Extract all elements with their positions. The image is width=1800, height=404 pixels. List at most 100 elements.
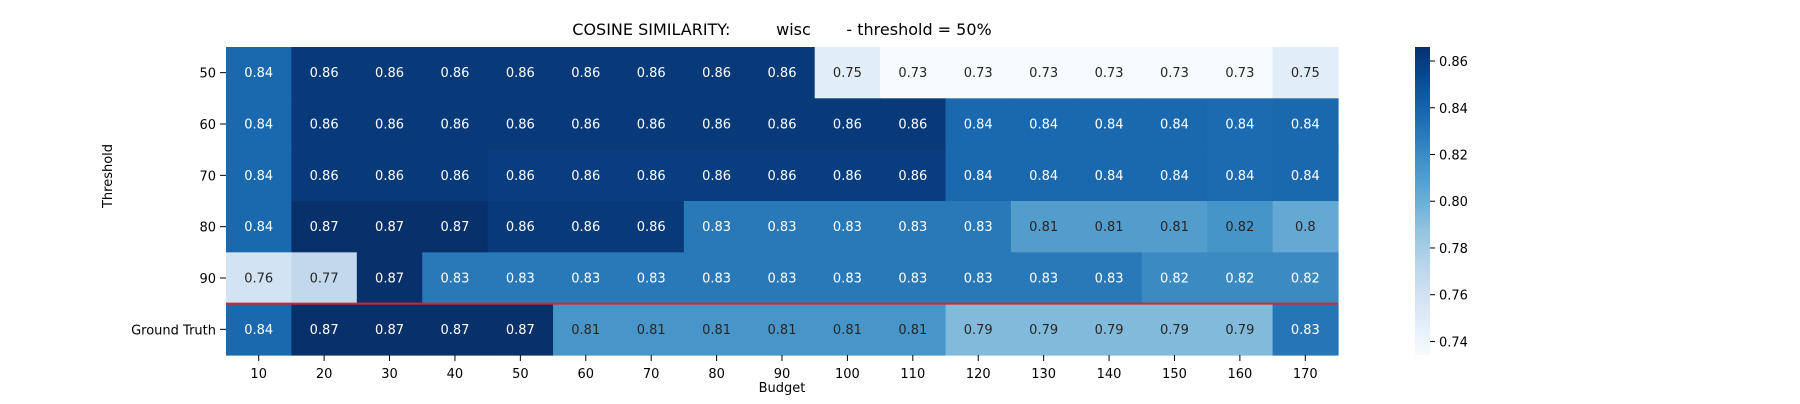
colorbar-tick-label: 0.74	[1439, 335, 1468, 350]
heatmap-cell	[422, 201, 489, 253]
heatmap-cell	[1010, 98, 1077, 151]
cell-value-label: 0.87	[440, 323, 469, 338]
cell-value-label: 0.86	[768, 118, 797, 133]
heatmap-cell	[749, 303, 816, 356]
x-tick-label: 90	[774, 367, 791, 382]
cell-value-label: 0.84	[1029, 118, 1058, 133]
cell-value-label: 0.87	[440, 220, 469, 235]
cell-value-label: 0.84	[244, 66, 273, 81]
heatmap-cell	[1272, 201, 1339, 253]
heatmap-cell	[880, 47, 947, 99]
cell-value-label: 0.81	[1160, 220, 1189, 235]
x-tick-label: 80	[708, 367, 725, 382]
heatmap-cell	[880, 201, 947, 253]
cell-value-label: 0.83	[964, 220, 993, 235]
heatmap-cell	[422, 47, 489, 99]
heatmap-cell	[618, 303, 685, 356]
heatmap-cell	[1141, 201, 1208, 253]
cell-value-label: 0.73	[1029, 66, 1058, 81]
heatmap-cell	[1076, 303, 1143, 356]
heatmap-cell	[618, 252, 685, 305]
heatmap-cell	[1010, 47, 1077, 99]
x-axis-label: Budget	[759, 381, 806, 396]
heatmap-cell	[1010, 252, 1077, 305]
heatmap-cell	[1141, 47, 1208, 99]
heatmap-cell	[683, 252, 750, 305]
cell-value-label: 0.86	[375, 66, 404, 81]
heatmap-cell	[1141, 98, 1208, 151]
x-tick-label: 130	[1031, 367, 1056, 382]
cell-value-label: 0.86	[702, 118, 731, 133]
heatmap-cell	[1207, 149, 1274, 202]
cell-value-label: 0.86	[702, 66, 731, 81]
heatmap-cell	[487, 47, 554, 99]
heatmap-cell	[945, 98, 1012, 151]
cell-value-label: 0.81	[768, 323, 797, 338]
heatmap-cell	[880, 303, 947, 356]
cell-value-label: 0.84	[964, 118, 993, 133]
colorbar-ticks: 0.74 0.76 0.78 0.80 0.82 0.84 0.86	[1430, 55, 1468, 350]
cell-value-label: 0.82	[1291, 272, 1320, 287]
colorbar-tick-label: 0.78	[1439, 242, 1468, 257]
heatmap-cell	[880, 98, 947, 151]
cell-value-label: 0.87	[310, 220, 339, 235]
cell-value-label: 0.86	[310, 169, 339, 184]
cell-value-label: 0.84	[1160, 118, 1189, 133]
cell-value-label: 0.86	[571, 169, 600, 184]
x-tick-label: 100	[835, 367, 860, 382]
heatmap-cell	[814, 47, 881, 99]
cell-value-label: 0.83	[506, 272, 535, 287]
cell-value-label: 0.79	[964, 323, 993, 338]
heatmap-cell	[1207, 201, 1274, 253]
cell-value-label: 0.86	[506, 220, 535, 235]
heatmap-cell	[880, 252, 947, 305]
heatmap-cell	[1272, 47, 1339, 99]
cell-value-label: 0.87	[375, 220, 404, 235]
heatmap-cell	[553, 47, 620, 99]
cell-value-label: 0.83	[898, 272, 927, 287]
heatmap-cell	[291, 252, 358, 305]
heatmap-cell	[1207, 303, 1274, 356]
cell-value-label: 0.83	[964, 272, 993, 287]
heatmap-cell	[356, 47, 423, 99]
heatmap-cell	[945, 303, 1012, 356]
heatmap-cell	[226, 201, 293, 253]
cell-value-label: 0.87	[310, 323, 339, 338]
heatmap-cell	[291, 303, 358, 356]
heatmap-cell	[553, 303, 620, 356]
heatmap-cell	[1272, 303, 1339, 356]
cell-value-label: 0.86	[506, 118, 535, 133]
cell-value-label: 0.75	[1291, 66, 1320, 81]
cell-value-label: 0.73	[1225, 66, 1254, 81]
cell-value-label: 0.86	[310, 66, 339, 81]
cell-value-label: 0.86	[898, 169, 927, 184]
cell-value-label: 0.86	[637, 66, 666, 81]
cell-value-label: 0.83	[833, 220, 862, 235]
chart-title: COSINE SIMILARITY: wisc - threshold = 50…	[572, 20, 991, 39]
cell-value-label: 0.86	[637, 118, 666, 133]
cell-value-label: 0.83	[768, 272, 797, 287]
cell-value-label: 0.84	[1291, 169, 1320, 184]
heatmap-cell	[1010, 149, 1077, 202]
heatmap-cell	[226, 252, 293, 305]
x-tick-label: 30	[381, 367, 398, 382]
heatmap-cell	[422, 98, 489, 151]
cell-value-label: 0.81	[833, 323, 862, 338]
y-axis-label: Threshold	[101, 144, 116, 209]
x-tick-label: 60	[577, 367, 594, 382]
heatmap-cell	[1141, 149, 1208, 202]
heatmap-cell	[356, 252, 423, 305]
cell-value-label: 0.81	[571, 323, 600, 338]
heatmap-cell	[291, 149, 358, 202]
cell-value-label: 0.86	[571, 66, 600, 81]
heatmap-cell	[487, 303, 554, 356]
x-axis: 10 20 30 40 50 60 70 80 90 100 110 120 130 140 150 160 1…	[250, 355, 1318, 382]
cell-value-label: 0.79	[1225, 323, 1254, 338]
heatmap-cell	[814, 98, 881, 151]
cell-value-label: 0.81	[1095, 220, 1124, 235]
cell-value-label: 0.84	[1095, 169, 1124, 184]
x-tick-label: 10	[250, 367, 267, 382]
heatmap-cell	[1076, 98, 1143, 151]
cell-value-label: 0.86	[506, 66, 535, 81]
